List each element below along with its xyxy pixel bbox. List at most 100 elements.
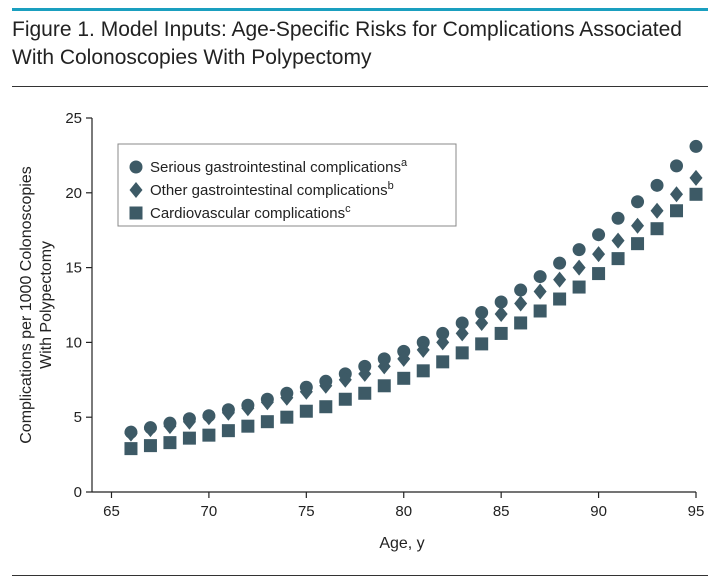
square-point (260, 415, 274, 429)
series-diamond (124, 169, 703, 442)
diamond-point (338, 371, 352, 388)
diamond-point (377, 358, 391, 375)
legend-footnote-mark: c (345, 203, 351, 215)
square-point (475, 337, 489, 351)
diamond-point (221, 404, 235, 421)
circle-point (572, 243, 586, 257)
diamond-point (299, 383, 313, 400)
diamond-point (533, 283, 547, 300)
square-point (377, 379, 391, 393)
circle-point (533, 270, 547, 284)
legend: Serious gastrointestinal complicationsa O… (117, 143, 457, 227)
legend-item: Other gastrointestinal complicationsb (129, 180, 394, 199)
circle-point (475, 305, 489, 319)
y-axis-label: Complications per 1000 Colonoscopies With… (18, 166, 55, 444)
square-point (241, 419, 255, 433)
square-point (670, 204, 684, 218)
legend-item: Serious gastrointestinal complicationsa (129, 157, 408, 176)
square-point (572, 280, 586, 294)
square-point (650, 222, 664, 236)
x-tick-label: 80 (395, 503, 412, 520)
square-point (163, 436, 177, 450)
square-point (514, 316, 528, 330)
square-point (143, 439, 157, 453)
circle-point (689, 139, 703, 153)
x-axis-label: Age, y (379, 535, 424, 552)
square-point (319, 400, 333, 414)
circle-point (592, 228, 606, 242)
square-point (280, 410, 294, 424)
circle-point (494, 295, 508, 309)
square-point (358, 386, 372, 400)
x-tick-label: 85 (493, 503, 510, 520)
diamond-point (475, 314, 489, 331)
circle-point (436, 326, 450, 340)
square-point (592, 267, 606, 281)
square-point (455, 346, 469, 360)
x-tick-label: 95 (688, 503, 705, 520)
square-point (397, 371, 411, 385)
y-tick-label: 15 (65, 260, 82, 277)
y-tick-label: 25 (65, 110, 82, 127)
square-point (299, 404, 313, 418)
square-point (436, 355, 450, 369)
top-accent-rule (12, 8, 708, 11)
square-point (202, 428, 216, 442)
y-tick-label: 0 (74, 484, 82, 501)
diamond-point (436, 334, 450, 351)
diamond-point (319, 377, 333, 394)
diamond-point (572, 259, 586, 276)
bottom-rule (12, 575, 708, 576)
series-square (124, 187, 703, 456)
square-point (124, 442, 138, 456)
circle-point (650, 178, 664, 192)
diamond-point (670, 186, 684, 203)
y-axis-label-line: With Polypectomy (38, 241, 55, 369)
legend-square-marker (129, 206, 143, 220)
diamond-point (689, 169, 703, 186)
diamond-point (260, 394, 274, 411)
diamond-point (280, 389, 294, 406)
circle-point (514, 283, 528, 297)
circle-point (611, 211, 625, 225)
x-tick-label: 65 (103, 503, 120, 520)
diamond-point (611, 232, 625, 249)
data-marks (124, 139, 703, 456)
diamond-point (358, 365, 372, 382)
square-point (416, 364, 430, 378)
diamond-point (553, 271, 567, 288)
diamond-point (163, 418, 177, 435)
diamond-point (514, 295, 528, 312)
square-point (221, 424, 235, 438)
square-point (494, 326, 508, 340)
x-tick-label: 70 (201, 503, 218, 520)
circle-point (553, 256, 567, 270)
diamond-point (182, 413, 196, 430)
legend-label: Other gastrointestinal complicationsb (150, 180, 394, 199)
square-point (631, 237, 645, 251)
legend-label: Serious gastrointestinal complicationsa (150, 157, 408, 176)
legend-footnote-mark: b (388, 180, 394, 192)
figure-title-line-1: Figure 1. Model Inputs: Age-Specific Ris… (12, 18, 682, 41)
legend-diamond-marker (129, 182, 143, 198)
figure-title-line-2: With Colonoscopies With Polypectomy (12, 46, 372, 69)
y-axis-label-line: Complications per 1000 Colonoscopies (18, 166, 35, 444)
x-tick-label: 75 (298, 503, 315, 520)
legend-label: Cardiovascular complicationsc (150, 203, 351, 222)
legend-box (117, 143, 457, 227)
legend-footnote-mark: a (401, 157, 408, 169)
diamond-point (650, 202, 664, 219)
figure-title: Figure 1. Model Inputs: Age-Specific Ris… (12, 16, 708, 72)
square-point (553, 292, 567, 306)
circle-point (455, 316, 469, 330)
diamond-point (631, 217, 645, 234)
diamond-point (592, 246, 606, 263)
square-point (338, 392, 352, 406)
diamond-point (416, 341, 430, 358)
circle-point (631, 195, 645, 209)
circle-point (670, 159, 684, 173)
square-point (182, 431, 196, 445)
y-tick-label: 10 (65, 334, 82, 351)
legend-circle-marker (129, 160, 143, 174)
